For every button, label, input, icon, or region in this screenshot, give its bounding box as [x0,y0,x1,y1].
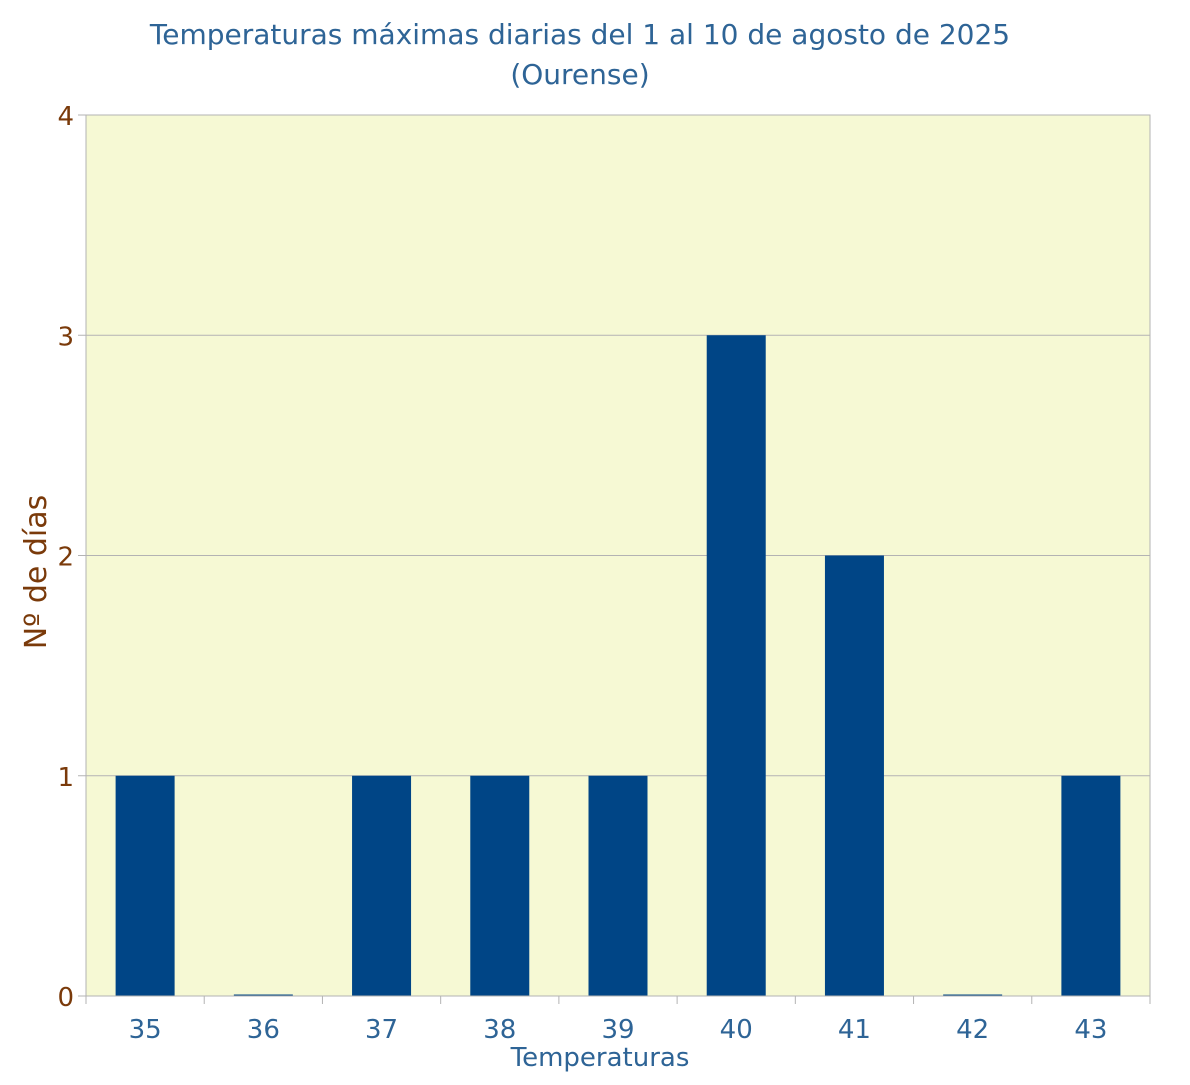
x-tick-label: 39 [601,1015,634,1045]
x-tick-label: 38 [483,1015,516,1045]
y-tick-label: 2 [57,543,74,573]
y-tick-labels: 0 1 2 3 4 [57,102,74,1013]
x-tick-label: 36 [247,1015,280,1045]
x-tick-label: 41 [838,1015,871,1045]
bar [824,555,884,996]
x-axis-label: Temperaturas [510,1043,690,1073]
bar [115,775,175,996]
chart-title-line2: (Ourense) [510,58,649,91]
bar [943,994,1003,996]
bars [115,335,1121,996]
axes [78,114,1151,1004]
bar [233,994,293,996]
bar [588,775,648,996]
x-tick-label: 42 [956,1015,989,1045]
bar [706,335,766,996]
chart-title-line1: Temperaturas máximas diarias del 1 al 10… [149,18,1010,51]
y-tick-label: 3 [57,322,74,352]
y-tick-label: 0 [57,983,74,1013]
x-tick-label: 37 [365,1015,398,1045]
y-tick-label: 4 [57,102,74,132]
x-tick-label: 40 [720,1015,753,1045]
y-axis-label: Nº de días [19,495,54,650]
y-tick-label: 1 [57,763,74,793]
bar [352,775,412,996]
bar [470,775,530,996]
x-tick-label: 35 [129,1015,162,1045]
x-tick-label: 43 [1074,1015,1107,1045]
bar [1061,775,1121,996]
x-tick-labels: 35 36 37 38 39 40 41 42 43 [129,1015,1108,1045]
